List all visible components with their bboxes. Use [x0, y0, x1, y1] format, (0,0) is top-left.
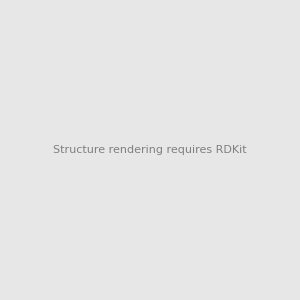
Text: Structure rendering requires RDKit: Structure rendering requires RDKit — [53, 145, 247, 155]
